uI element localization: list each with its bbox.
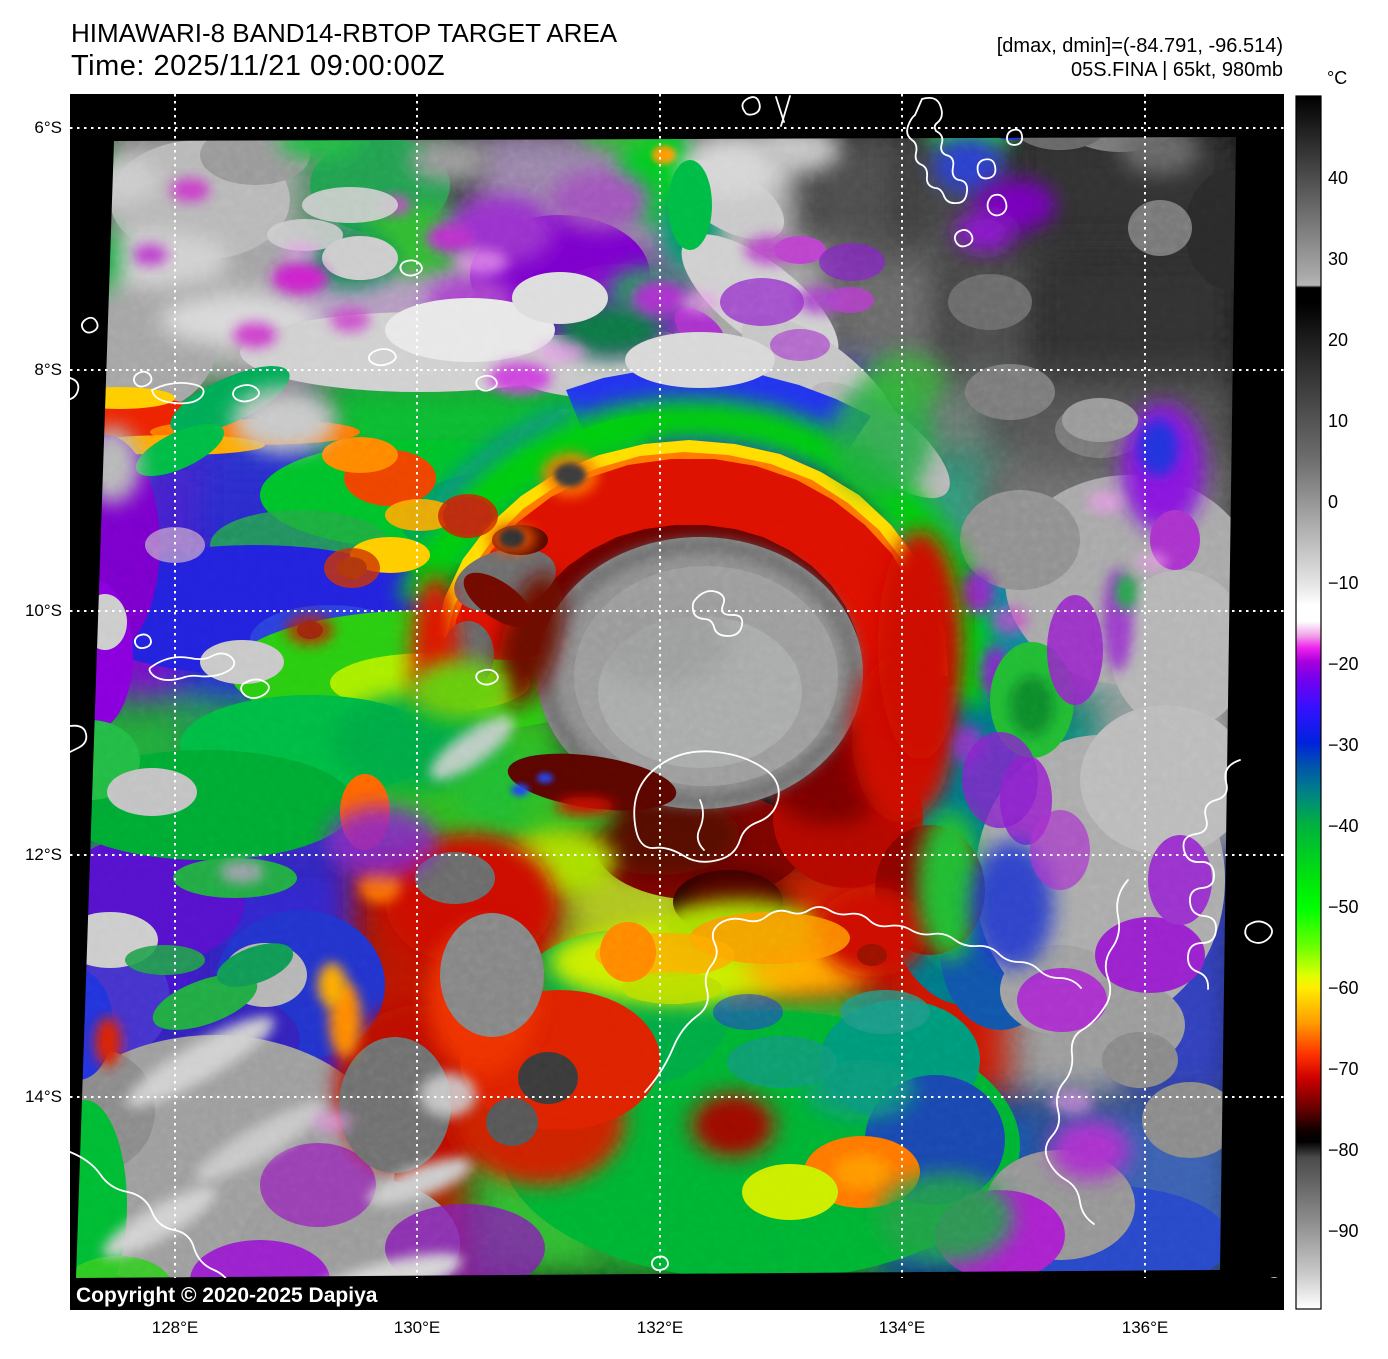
svg-text:05S.FINA | 65kt, 980mb: 05S.FINA | 65kt, 980mb [1071, 59, 1283, 81]
svg-text:8°S: 8°S [34, 360, 62, 379]
svg-text:130°E: 130°E [394, 1318, 441, 1337]
svg-text:−20: −20 [1328, 654, 1359, 674]
svg-text:Time: 2025/11/21 09:00:00Z: Time: 2025/11/21 09:00:00Z [71, 50, 445, 82]
svg-text:−50: −50 [1328, 897, 1359, 917]
svg-text:°C: °C [1327, 68, 1347, 88]
svg-text:−80: −80 [1328, 1140, 1359, 1160]
svg-text:132°E: 132°E [637, 1318, 684, 1337]
svg-text:40: 40 [1328, 168, 1348, 188]
svg-text:134°E: 134°E [879, 1318, 926, 1337]
svg-text:0: 0 [1328, 492, 1338, 512]
svg-text:30: 30 [1328, 249, 1348, 269]
svg-text:−60: −60 [1328, 978, 1359, 998]
svg-text:[dmax, dmin]=(-84.791, -96.514: [dmax, dmin]=(-84.791, -96.514) [997, 35, 1283, 57]
svg-text:HIMAWARI-8 BAND14-RBTOP TARGET: HIMAWARI-8 BAND14-RBTOP TARGET AREA [71, 18, 618, 48]
svg-text:14°S: 14°S [25, 1087, 62, 1106]
svg-text:20: 20 [1328, 330, 1348, 350]
svg-text:10: 10 [1328, 411, 1348, 431]
svg-text:−40: −40 [1328, 816, 1359, 836]
svg-text:−30: −30 [1328, 735, 1359, 755]
svg-text:Copyright © 2020-2025 Dapiya: Copyright © 2020-2025 Dapiya [76, 1284, 378, 1307]
svg-text:10°S: 10°S [25, 601, 62, 620]
svg-text:136°E: 136°E [1122, 1318, 1169, 1337]
svg-text:6°S: 6°S [34, 118, 62, 137]
svg-text:12°S: 12°S [25, 845, 62, 864]
svg-text:−90: −90 [1328, 1221, 1359, 1241]
svg-text:−10: −10 [1328, 573, 1359, 593]
svg-text:−70: −70 [1328, 1059, 1359, 1079]
svg-text:128°E: 128°E [152, 1318, 199, 1337]
